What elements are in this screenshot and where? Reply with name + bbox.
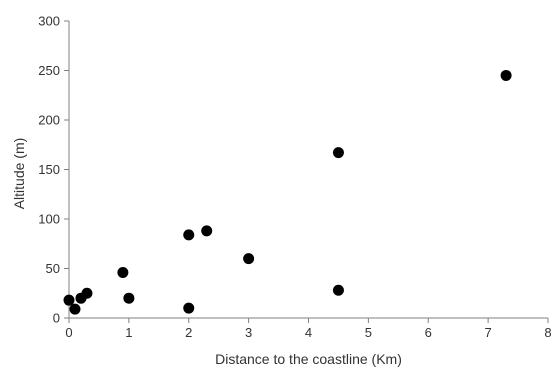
x-tick-label: 7	[485, 325, 492, 340]
y-axis-ticks: 0 50 100 150 200 250 300	[38, 14, 69, 326]
data-points	[63, 69, 512, 315]
x-tick-label: 1	[125, 325, 132, 340]
data-point	[123, 292, 135, 304]
data-point	[183, 229, 195, 241]
data-point	[243, 253, 255, 265]
data-point	[500, 69, 512, 81]
x-tick-label: 4	[305, 325, 312, 340]
data-point	[69, 303, 81, 315]
data-point	[183, 302, 195, 314]
y-tick-label: 200	[38, 113, 60, 128]
x-axis-ticks: 0 1 2 3 4 5 6 7 8	[65, 318, 551, 340]
data-point	[201, 225, 213, 237]
x-tick-label: 8	[544, 325, 551, 340]
data-point	[63, 294, 75, 306]
x-tick-label: 3	[245, 325, 252, 340]
y-tick-label: 0	[53, 311, 60, 326]
x-tick-label: 5	[365, 325, 372, 340]
x-tick-label: 6	[425, 325, 432, 340]
y-tick-label: 50	[46, 261, 60, 276]
data-point	[81, 287, 93, 299]
x-tick-label: 0	[65, 325, 72, 340]
data-point	[117, 266, 129, 278]
y-tick-label: 250	[38, 63, 60, 78]
y-tick-label: 100	[38, 212, 60, 227]
x-tick-label: 2	[185, 325, 192, 340]
data-point	[332, 147, 344, 159]
data-point	[332, 284, 344, 296]
y-tick-label: 300	[38, 14, 60, 29]
y-tick-label: 150	[38, 162, 60, 177]
x-axis-title: Distance to the coastline (Km)	[215, 351, 402, 367]
y-axis-title: Altitude (m)	[11, 138, 27, 210]
